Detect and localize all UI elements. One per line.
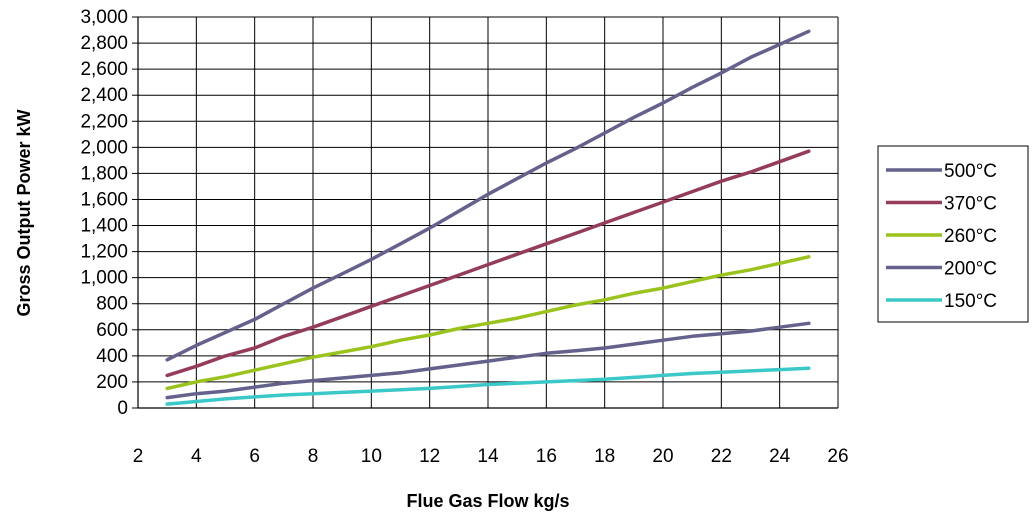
y-tick-label: 3,000 bbox=[80, 7, 128, 28]
x-tick-label: 18 bbox=[594, 446, 615, 467]
legend: 500°C 370°C 260°C 200°C 150°C bbox=[877, 145, 1029, 323]
y-tick-label: 1,800 bbox=[80, 163, 128, 184]
legend-label: 500°C bbox=[944, 161, 997, 182]
y-tick-label: 2,800 bbox=[80, 33, 128, 54]
x-tick-label: 26 bbox=[827, 446, 848, 467]
y-tick-label: 2,000 bbox=[80, 137, 128, 158]
legend-label: 150°C bbox=[944, 291, 997, 312]
y-tick-label: 400 bbox=[96, 346, 128, 367]
y-tick-label: 1,200 bbox=[80, 242, 128, 263]
tick-labels: 0 200 400 600 800 1,000 1,200 1,400 1,600 1,800 2,… bbox=[80, 7, 848, 467]
y-tick-label: 1,600 bbox=[80, 189, 128, 210]
legend-label: 200°C bbox=[944, 259, 997, 280]
x-tick-label: 6 bbox=[249, 446, 260, 467]
y-tick-label: 600 bbox=[96, 320, 128, 341]
y-tick-label: 2,400 bbox=[80, 85, 128, 106]
legend-label: 260°C bbox=[944, 226, 997, 247]
series-lines bbox=[165, 29, 811, 406]
y-tick-label: 800 bbox=[96, 294, 128, 315]
axes bbox=[132, 16, 838, 409]
series-line bbox=[165, 29, 811, 362]
x-tick-label: 14 bbox=[477, 446, 499, 467]
x-tick-label: 12 bbox=[419, 446, 440, 467]
y-axis-title: Gross Output Power kW bbox=[14, 109, 34, 316]
y-tick-label: 200 bbox=[96, 372, 128, 393]
x-tick-label: 16 bbox=[536, 446, 557, 467]
series-line bbox=[165, 366, 811, 406]
x-tick-label: 10 bbox=[361, 446, 382, 467]
y-tick-label: 0 bbox=[117, 398, 128, 419]
x-tick-label: 24 bbox=[769, 446, 791, 467]
series-line bbox=[165, 321, 811, 400]
y-tick-label: 1,400 bbox=[80, 216, 128, 237]
x-axis-title: Flue Gas Flow kg/s bbox=[406, 491, 569, 511]
y-tick-label: 2,200 bbox=[80, 111, 128, 132]
x-tick-label: 20 bbox=[652, 446, 673, 467]
y-tick-label: 1,000 bbox=[80, 268, 128, 289]
series-line bbox=[165, 255, 811, 391]
x-tick-label: 4 bbox=[191, 446, 202, 467]
x-tick-label: 8 bbox=[308, 446, 319, 467]
x-tick-label: 22 bbox=[711, 446, 732, 467]
series-line bbox=[165, 149, 811, 378]
y-tick-label: 2,600 bbox=[80, 59, 128, 80]
x-tick-label: 2 bbox=[133, 446, 144, 467]
grid bbox=[137, 16, 839, 409]
legend-label: 370°C bbox=[944, 194, 997, 215]
